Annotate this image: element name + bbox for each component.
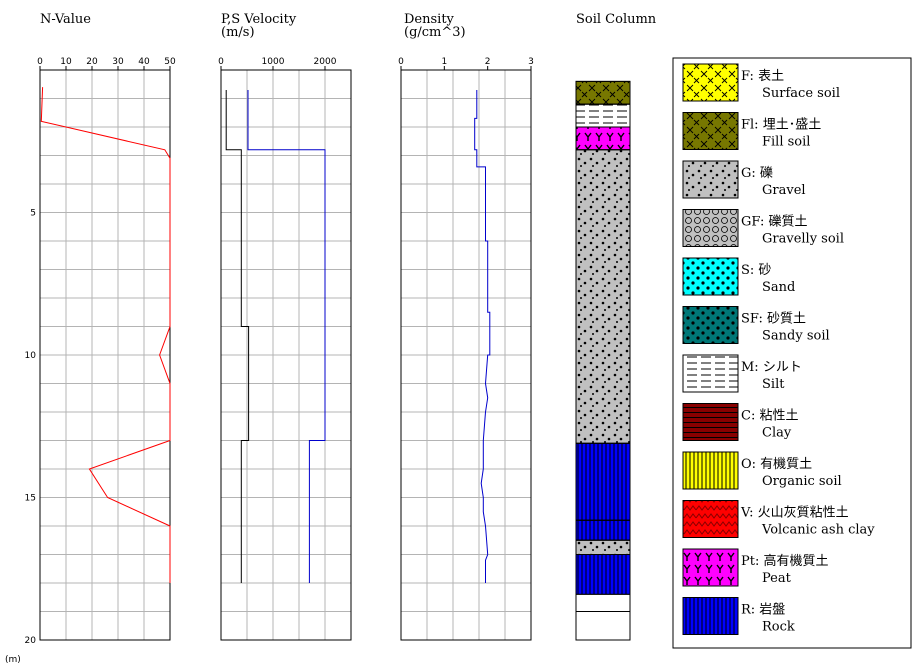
panel-title: Density xyxy=(404,12,455,27)
legend-label-jp: S: 砂 xyxy=(741,263,771,278)
depth-tick-label: 10 xyxy=(25,351,37,361)
legend-swatch-pattern xyxy=(682,403,739,441)
soil-layer-blank xyxy=(575,593,631,613)
panel-title: N-Value xyxy=(40,12,91,27)
legend-swatch-pattern xyxy=(682,112,739,150)
soil-layer-pattern xyxy=(575,103,631,128)
panel-nvalue: N-Value 0 10 20 30 40 50 xyxy=(37,12,176,641)
legend-swatch-pattern xyxy=(682,597,739,635)
series-line xyxy=(474,90,491,583)
legend-swatch-pattern xyxy=(682,257,739,296)
legend-label-en: Sandy soil xyxy=(762,329,830,344)
legend-swatch-pattern xyxy=(682,548,739,587)
panel-title: (g/cm^3) xyxy=(404,25,466,40)
x-tick-label: 0 xyxy=(218,57,224,67)
legend-label-jp: C: 粘性土 xyxy=(741,409,798,424)
legend-label-en: Clay xyxy=(762,426,792,441)
panel-frame xyxy=(400,69,532,641)
soil-layer-pattern xyxy=(575,539,631,555)
x-tick-label: 30 xyxy=(112,57,124,67)
legend-label-jp: G: 礫 xyxy=(741,165,773,181)
legend-label-jp: SF: 砂質土 xyxy=(741,312,806,327)
soil-column-title: Soil Column xyxy=(576,12,657,27)
legend-swatch-pattern xyxy=(682,500,739,538)
series-line xyxy=(40,87,171,583)
panel-frame xyxy=(220,69,352,641)
x-tick-label: 2 xyxy=(485,57,491,67)
panel-velocity: P,S Velocity(m/s) 0 1000 2000 xyxy=(218,12,352,641)
panel-density: Density(g/cm^3) 0 1 2 3 xyxy=(398,12,534,641)
soil-layer-pattern xyxy=(575,80,631,105)
legend-label-jp: R: 岩盤 xyxy=(741,603,785,618)
legend-swatch-pattern xyxy=(682,306,739,344)
legend-swatch-pattern xyxy=(682,63,739,102)
legend-label-en: Gravel xyxy=(762,183,806,198)
depth-tick-label: 5 xyxy=(30,209,36,219)
x-tick-label: 1 xyxy=(441,57,447,67)
legend-label-jp: Pt: 高有機質土 xyxy=(741,553,828,569)
x-tick-label: 0 xyxy=(398,57,404,67)
series-line xyxy=(225,90,250,583)
legend-swatch-pattern xyxy=(682,354,739,393)
soil-layer-pattern xyxy=(575,126,631,151)
legend-label-en: Sand xyxy=(762,280,795,295)
panel-title: P,S Velocity xyxy=(221,12,297,27)
x-tick-label: 50 xyxy=(164,57,176,67)
x-tick-label: 40 xyxy=(138,57,150,67)
panel-title: (m/s) xyxy=(221,25,255,40)
soil-layer-pattern xyxy=(575,554,631,595)
depth-tick-label: 15 xyxy=(25,494,36,504)
depth-unit-label: (m) xyxy=(5,655,21,665)
x-tick-label: 10 xyxy=(60,57,72,67)
legend-label-jp: O: 有機質土 xyxy=(741,457,812,472)
legend-label-jp: M: シルト xyxy=(741,360,802,375)
legend-label-jp: Fl: 埋土･盛土 xyxy=(741,118,821,133)
x-tick-label: 3 xyxy=(528,57,534,67)
legend-label-jp: GF: 礫質土 xyxy=(741,214,807,230)
x-tick-label: 2000 xyxy=(314,57,337,67)
legend-label-en: Silt xyxy=(762,377,785,392)
legend-label-en: Surface soil xyxy=(762,86,840,101)
x-tick-label: 0 xyxy=(37,57,43,67)
legend-swatch-pattern xyxy=(682,160,739,199)
depth-tick-label: 20 xyxy=(25,636,37,646)
legend-label-en: Rock xyxy=(762,620,795,635)
legend-label-en: Fill soil xyxy=(762,135,810,150)
soil-layer-pattern xyxy=(575,149,631,444)
legend-label-jp: V: 火山灰質粘性土 xyxy=(740,506,849,521)
legend-label-en: Gravelly soil xyxy=(762,232,844,247)
x-tick-label: 1000 xyxy=(262,57,285,67)
soil-layer-pattern xyxy=(575,442,631,521)
legend-label-jp: F: 表土 xyxy=(741,69,784,84)
legend-label-en: Volcanic ash clay xyxy=(761,523,875,538)
soil-layer-blank xyxy=(575,611,631,641)
x-tick-label: 20 xyxy=(86,57,98,67)
panel-frame xyxy=(39,69,171,641)
series-line xyxy=(247,90,326,583)
legend-label-en: Organic soil xyxy=(762,474,842,489)
legend-swatch-pattern xyxy=(682,451,739,490)
soil-layer-pattern xyxy=(575,519,631,541)
legend-swatch-pattern xyxy=(682,209,739,247)
legend-label-en: Peat xyxy=(762,571,792,586)
